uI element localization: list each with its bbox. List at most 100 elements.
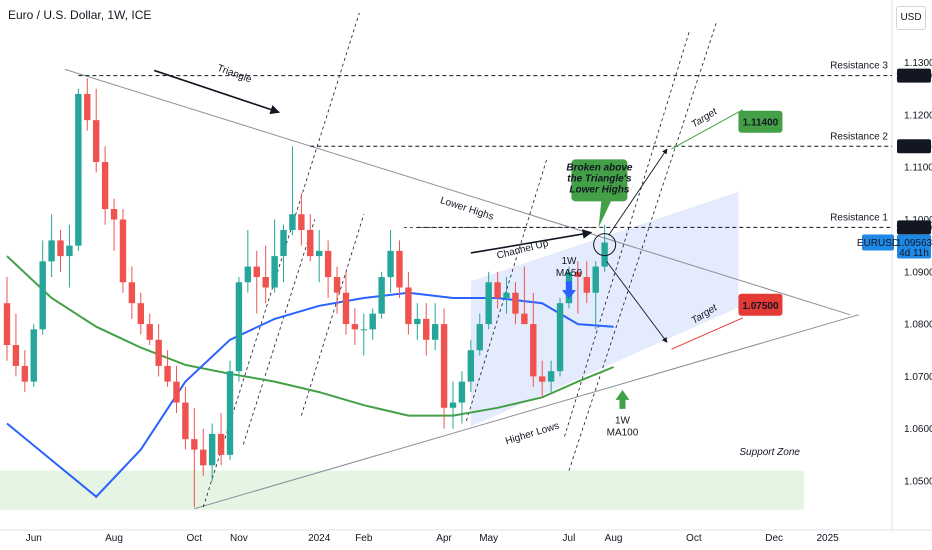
breakout-circle: [593, 233, 617, 257]
candle-body: [226, 371, 234, 455]
candle-body: [539, 376, 546, 382]
candle-body: [298, 214, 305, 230]
candle-body: [182, 402, 189, 440]
ma50-label: 1W: [561, 256, 577, 267]
currency-button[interactable]: USD: [896, 6, 926, 30]
candle-body: [289, 214, 296, 230]
time-tick-label: Jun: [26, 533, 42, 544]
candle-body: [431, 324, 439, 340]
current-price-tag: [897, 234, 931, 259]
triangle-lower-line: [194, 314, 860, 510]
time-tick-label: Aug: [605, 533, 623, 544]
triangle-upper-line: [64, 68, 851, 316]
ma50-line: [6, 291, 614, 499]
ma100-arrow-icon: [615, 389, 630, 409]
candle-body: [235, 282, 243, 372]
resistance-label-1: Resistance 3: [830, 61, 888, 72]
breakout-callout-line: the Triangle's: [567, 173, 632, 184]
price-tick-label: 1.11000: [904, 163, 932, 174]
candle-body: [253, 266, 260, 278]
time-tick-label: May: [479, 533, 498, 544]
resistance-label-3: Resistance 1: [830, 212, 888, 223]
target-up-line: [671, 109, 744, 150]
time-tick-label: Oct: [686, 533, 702, 544]
candle-body: [21, 365, 29, 382]
price-tick-label: 1.06000: [904, 424, 932, 435]
candle-body: [48, 240, 55, 262]
candle-body: [476, 324, 483, 351]
price-tick-label: 1.08000: [904, 320, 932, 331]
triangle-label: Triangle: [216, 63, 254, 86]
candle-body: [503, 292, 510, 298]
breakout-callout-box: [571, 159, 628, 202]
support-zone-label: Support Zone: [739, 447, 800, 458]
candle-body: [173, 381, 180, 403]
channel-dotted-line-2: [300, 214, 365, 416]
candle-body: [262, 277, 269, 288]
candle-body: [57, 240, 64, 257]
time-tick-label: Jul: [563, 533, 576, 544]
level-tag-text-2: 1.11400: [896, 142, 932, 153]
candle-body: [494, 282, 501, 298]
breakout-callout-tail: [598, 200, 612, 228]
candle-body: [530, 324, 537, 377]
symbol-tag: [862, 234, 894, 251]
ma100-label: MA100: [607, 427, 639, 438]
channel-dotted-line-1: [242, 219, 316, 445]
channel-dotted-line-5: [568, 23, 717, 471]
candle-body: [547, 371, 555, 382]
candle-body: [387, 250, 394, 278]
support-zone: [0, 470, 804, 510]
candle-body: [208, 433, 216, 466]
candle-body: [396, 250, 403, 288]
candle-body: [146, 324, 153, 340]
candle-body: [101, 161, 109, 210]
target-1-text: Target: [690, 106, 721, 131]
target-2-box: [738, 293, 783, 316]
symbol-tag-text: EURUSD: [857, 238, 899, 249]
price-tick-label: 1.12000: [904, 110, 932, 121]
target-down-line: [671, 317, 744, 350]
chart-title: Euro / U.S. Dollar, 1W, ICE: [8, 8, 152, 22]
time-tick-label: Nov: [230, 533, 248, 544]
candle-body: [119, 219, 127, 283]
candle-body: [574, 271, 582, 278]
candle-body: [75, 93, 82, 246]
channel-dotted-line-0: [202, 12, 360, 508]
candle-body: [467, 350, 475, 382]
level-tag-1: [897, 68, 931, 83]
candle-body: [369, 313, 376, 330]
candle-body: [164, 365, 171, 382]
candle-body: [324, 250, 332, 278]
projection-up-arrow: [608, 148, 668, 236]
target-2-label: 1.07500: [742, 301, 779, 312]
candle-body: [200, 449, 207, 466]
candle-body: [12, 345, 20, 366]
price-tick-label: 1.13000: [904, 58, 932, 69]
candles: [3, 78, 608, 508]
candle-body: [342, 292, 350, 325]
current-price-value: 1.09563: [896, 238, 932, 249]
time-tick-label: Feb: [355, 533, 373, 544]
candle-body: [378, 277, 385, 314]
candle-body: [583, 277, 590, 293]
candle-body: [280, 229, 287, 257]
triangle-arrow: [153, 69, 280, 115]
candle-body: [307, 229, 314, 257]
candle-body: [191, 439, 198, 450]
channel-dotted-line-4: [564, 31, 690, 437]
level-tag-3: [897, 220, 931, 235]
candle-body: [360, 329, 367, 331]
candle-body: [39, 261, 46, 330]
target-1-box: [738, 110, 783, 133]
level-tag-text-3: 1.09850: [896, 223, 932, 234]
projection-down-arrow: [606, 261, 668, 343]
time-tick-label: Aug: [105, 533, 123, 544]
level-tag-text-1: 1.12750: [896, 71, 932, 82]
time-tick-label: 2025: [817, 533, 840, 544]
candle-body: [556, 303, 564, 372]
candle-body: [110, 209, 118, 220]
time-tick-label: 2024: [308, 533, 331, 544]
candle-body: [155, 339, 162, 366]
higher-lows-label: Higher Lows: [504, 420, 560, 447]
